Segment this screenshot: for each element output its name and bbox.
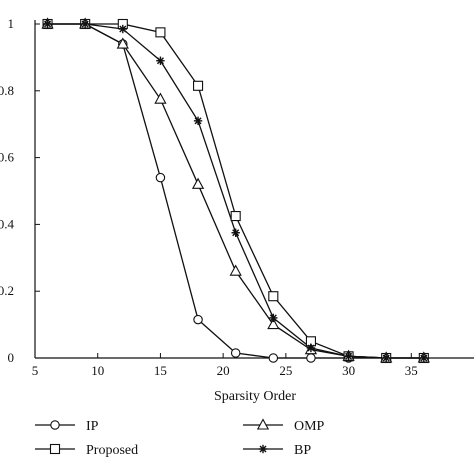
legend: IP Proposed OMP BP [35, 418, 325, 458]
plot-area: 5 10 15 20 25 30 35 0 0.2 0.4 0.6 0.8 1 [0, 16, 474, 378]
x-tick-label: 5 [32, 363, 39, 378]
legend-item-bp: BP [243, 443, 311, 458]
x-tick-label: 10 [91, 363, 104, 378]
legend-item-proposed: Proposed [35, 443, 138, 458]
star-center [196, 119, 200, 123]
x-tick-label: 30 [342, 363, 355, 378]
x-tick-label: 20 [217, 363, 230, 378]
star-center [346, 354, 351, 359]
data-point-ip [230, 348, 241, 358]
legend-label: Proposed [86, 443, 138, 458]
x-tick-label: 15 [154, 363, 167, 378]
data-point-omp [267, 317, 280, 330]
star-center [309, 346, 313, 350]
legend-label: OMP [294, 419, 325, 434]
data-point-ip [306, 353, 316, 363]
legend-marker-omp [256, 418, 270, 430]
legend-marker-bp [258, 444, 268, 454]
star-center [83, 22, 87, 26]
data-point-proposed [193, 80, 204, 91]
star-center [384, 356, 389, 360]
data-point-proposed [268, 291, 279, 302]
legend-item-ip: IP [35, 419, 99, 434]
series-line-bp [47, 23, 424, 359]
legend-marker-proposed [49, 443, 61, 455]
series-line-ip [47, 23, 424, 359]
data-point-bp [193, 116, 203, 126]
y-tick-label: 0.2 [0, 283, 14, 298]
legend-item-omp: OMP [243, 418, 325, 434]
y-tick-label: 0.8 [0, 83, 14, 98]
star-center [45, 22, 50, 26]
y-tick-label: 0 [8, 350, 15, 365]
data-point-bp [269, 313, 278, 323]
data-point-proposed [230, 211, 241, 222]
x-axis-title: Sparsity Order [214, 389, 296, 404]
star-center [271, 316, 276, 320]
data-point-omp [116, 37, 129, 49]
star-center [158, 58, 163, 63]
star-center [261, 447, 265, 451]
x-tick-label: 25 [279, 363, 292, 378]
data-point-bp [156, 56, 165, 65]
legend-label: IP [86, 419, 99, 434]
data-point-bp [382, 353, 391, 363]
data-point-bp [43, 19, 52, 29]
data-point-omp [191, 177, 205, 189]
series-line-proposed [47, 23, 424, 359]
legend-marker-ip [50, 420, 60, 430]
data-point-bp [231, 228, 240, 237]
data-point-bp [118, 24, 127, 34]
y-tick-label: 0.4 [0, 216, 15, 231]
data-point-bp [306, 343, 316, 353]
star-center [233, 230, 238, 235]
data-point-bp [80, 19, 90, 29]
data-point-bp [344, 352, 353, 361]
legend-label: BP [294, 443, 311, 458]
data-point-omp [229, 264, 242, 276]
star-center [422, 356, 426, 360]
data-point-omp [154, 92, 167, 104]
x-tick-label: 35 [405, 363, 418, 378]
y-tick-label: 1 [8, 16, 15, 31]
y-tick-label: 0.6 [0, 150, 15, 165]
data-point-ip [193, 314, 203, 325]
star-center [121, 27, 125, 31]
data-point-proposed [155, 27, 166, 38]
series-line-omp [47, 23, 424, 359]
data-point-bp [419, 353, 429, 363]
data-point-ip [155, 172, 166, 183]
data-point-ip [268, 353, 279, 363]
